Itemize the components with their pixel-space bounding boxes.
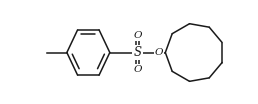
Text: O: O (133, 65, 142, 74)
Text: O: O (155, 48, 163, 57)
Text: S: S (134, 46, 142, 59)
Text: O: O (133, 31, 142, 40)
